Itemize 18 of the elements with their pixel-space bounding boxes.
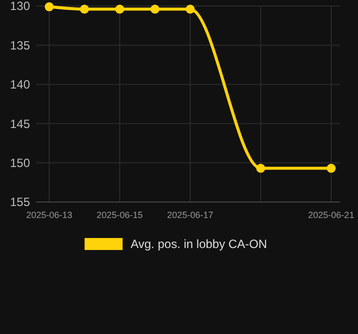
y-tick-label: 135: [10, 38, 30, 52]
point: [115, 4, 124, 14]
y-tick-label: 145: [10, 116, 30, 131]
point: [44, 2, 54, 12]
y-tick-label: 130: [10, 0, 30, 14]
y-tick-label: 140: [10, 78, 30, 92]
x-tick-label: 2025-06-21: [308, 210, 354, 220]
point: [326, 164, 336, 173]
y-tick-label: 155: [10, 195, 30, 210]
x-tick-label: 2025-06-17: [167, 210, 214, 220]
y-tick-label: 150: [10, 156, 30, 170]
point: [256, 164, 266, 173]
legend-label: Avg. pos. in lobby CA-ON: [130, 237, 268, 252]
point: [150, 4, 160, 14]
x-tick-label: 2025-06-15: [96, 210, 143, 220]
point: [186, 4, 195, 14]
x-tick-label: 2025-06-13: [26, 210, 72, 220]
point: [80, 4, 89, 14]
